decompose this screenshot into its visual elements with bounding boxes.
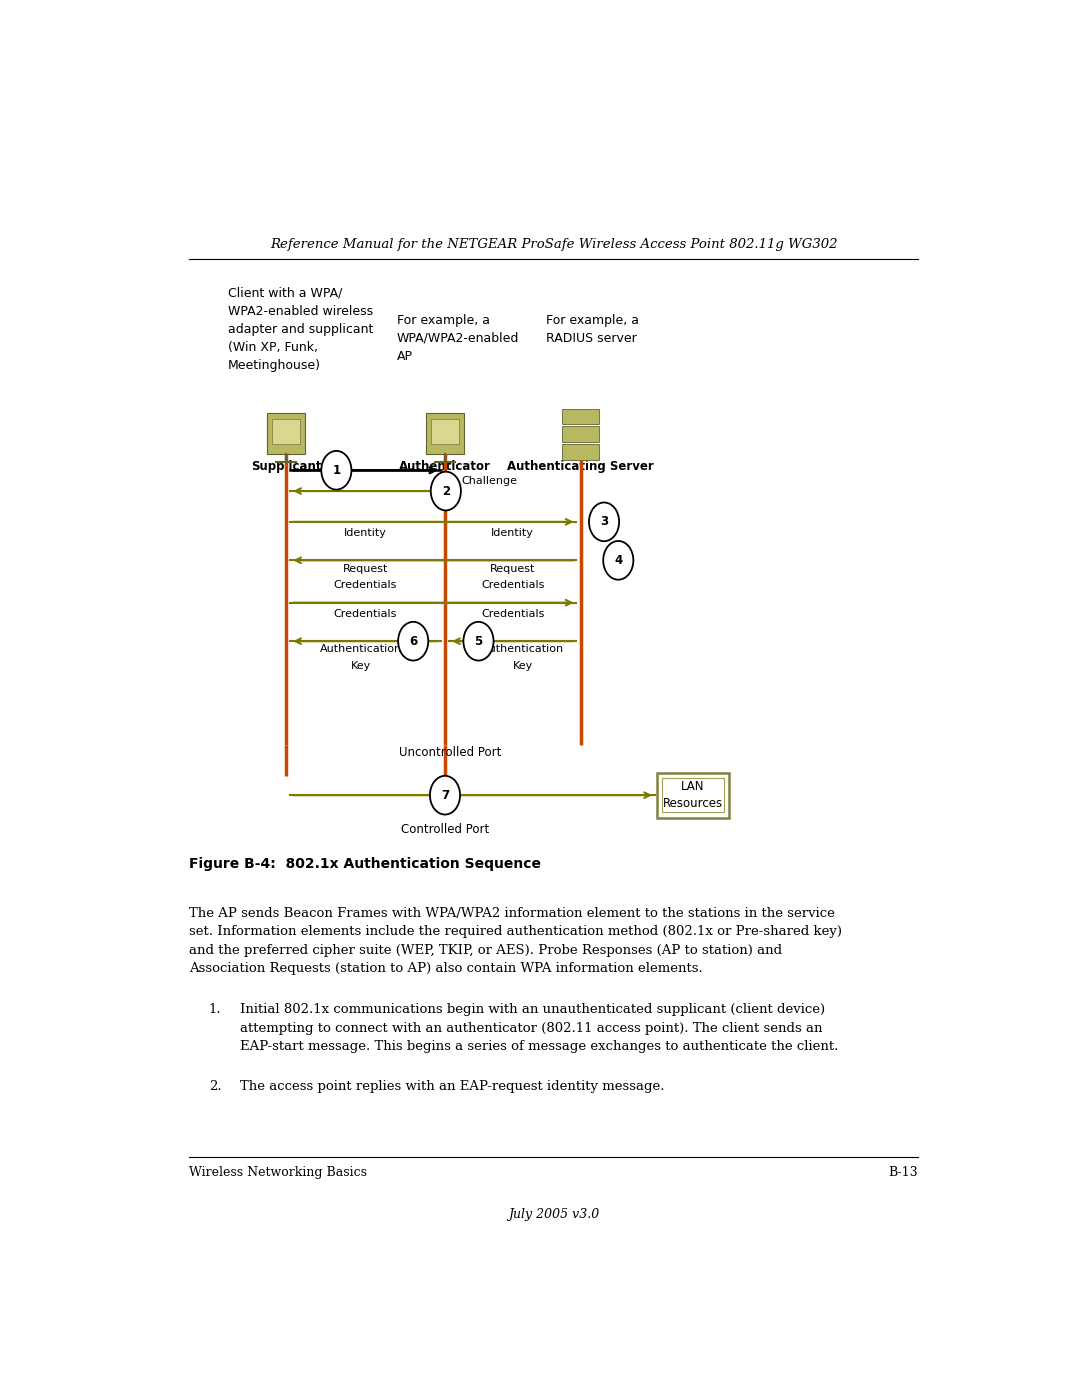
Text: Controlled Port: Controlled Port (401, 823, 489, 837)
Text: Authentication: Authentication (482, 644, 564, 654)
Text: Key: Key (513, 661, 534, 671)
Text: Wireless Networking Basics: Wireless Networking Basics (189, 1166, 367, 1179)
Text: Resources: Resources (663, 798, 724, 810)
Text: Credentials: Credentials (481, 609, 544, 619)
FancyBboxPatch shape (662, 778, 725, 813)
Text: Authenticator: Authenticator (400, 460, 491, 474)
Text: Authentication: Authentication (321, 644, 403, 654)
FancyBboxPatch shape (427, 414, 463, 454)
FancyBboxPatch shape (562, 444, 599, 460)
Circle shape (431, 472, 461, 510)
Text: Reference Manual for the NETGEAR ProSafe Wireless Access Point 802.11g WG302: Reference Manual for the NETGEAR ProSafe… (270, 237, 837, 251)
Text: 7: 7 (441, 789, 449, 802)
Text: Figure B-4:  802.1x Authentication Sequence: Figure B-4: 802.1x Authentication Sequen… (189, 856, 541, 870)
Text: Credentials: Credentials (334, 580, 397, 590)
Circle shape (589, 503, 619, 541)
Text: Identity: Identity (345, 528, 387, 538)
FancyBboxPatch shape (272, 419, 300, 443)
Text: 4: 4 (615, 553, 622, 567)
Text: For example, a
RADIUS server: For example, a RADIUS server (545, 314, 638, 345)
FancyBboxPatch shape (267, 414, 305, 454)
Text: 2.: 2. (208, 1080, 221, 1092)
Text: 2: 2 (442, 485, 450, 497)
FancyBboxPatch shape (431, 419, 459, 443)
FancyBboxPatch shape (562, 426, 599, 443)
Text: LAN: LAN (681, 780, 705, 793)
Text: Client with a WPA/
WPA2-enabled wireless
adapter and supplicant
(Win XP, Funk,
M: Client with a WPA/ WPA2-enabled wireless… (228, 286, 374, 372)
Text: July 2005 v3.0: July 2005 v3.0 (508, 1208, 599, 1221)
Text: B-13: B-13 (888, 1166, 918, 1179)
Circle shape (463, 622, 494, 661)
Text: Key: Key (351, 661, 372, 671)
Text: Credentials: Credentials (334, 609, 397, 619)
Text: Initial 802.1x communications begin with an unauthenticated supplicant (client d: Initial 802.1x communications begin with… (240, 1003, 838, 1053)
Text: 3: 3 (600, 515, 608, 528)
Circle shape (430, 775, 460, 814)
Text: 1: 1 (333, 464, 340, 476)
Text: For example, a
WPA/WPA2-enabled
AP: For example, a WPA/WPA2-enabled AP (397, 314, 519, 363)
Text: 1.: 1. (208, 1003, 221, 1016)
Text: 6: 6 (409, 634, 417, 648)
Text: The access point replies with an EAP-request identity message.: The access point replies with an EAP-req… (240, 1080, 664, 1092)
Text: Challenge: Challenge (462, 475, 517, 486)
Text: Request: Request (490, 563, 536, 574)
Text: Identity: Identity (491, 528, 535, 538)
Text: Authenticating Server: Authenticating Server (508, 460, 654, 474)
Text: Request: Request (342, 563, 388, 574)
FancyBboxPatch shape (562, 408, 599, 425)
Text: 5: 5 (474, 634, 483, 648)
Circle shape (604, 541, 633, 580)
Circle shape (321, 451, 351, 489)
Text: The AP sends Beacon Frames with WPA/WPA2 information element to the stations in : The AP sends Beacon Frames with WPA/WPA2… (189, 907, 842, 975)
FancyBboxPatch shape (658, 773, 729, 817)
Circle shape (399, 622, 429, 661)
Text: Supplicant: Supplicant (251, 460, 322, 474)
Text: Uncontrolled Port: Uncontrolled Port (399, 746, 501, 760)
Text: Credentials: Credentials (481, 580, 544, 590)
